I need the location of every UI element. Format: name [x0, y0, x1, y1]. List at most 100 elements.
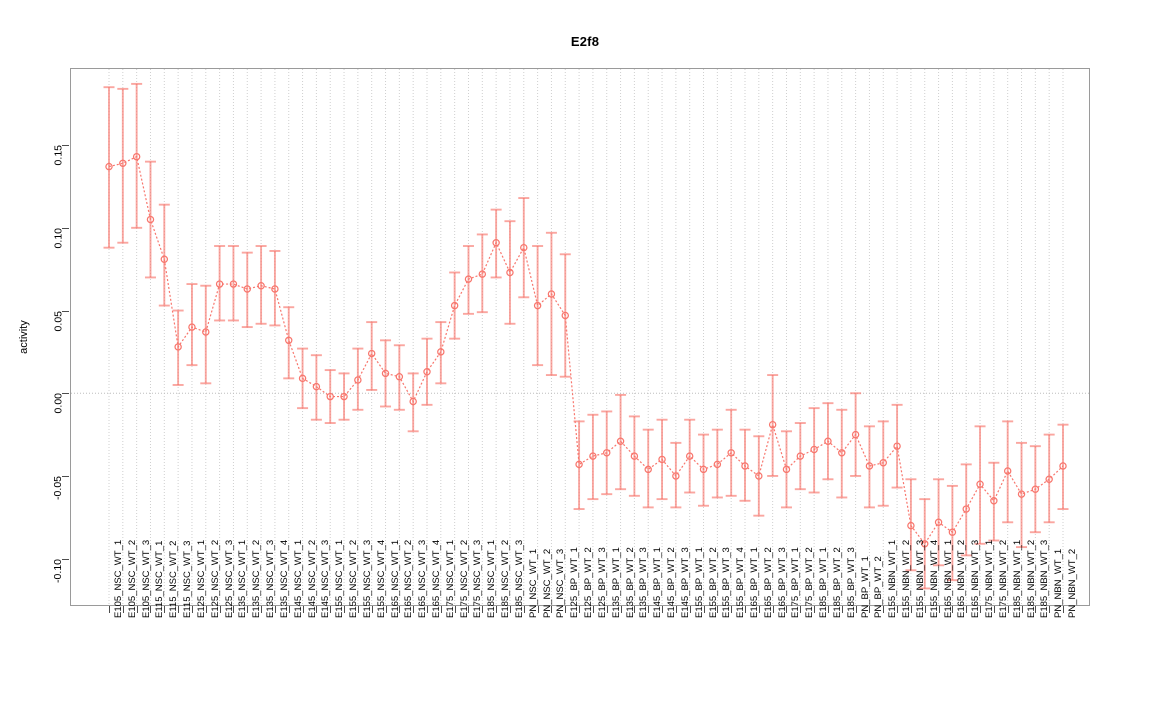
x-tick-mark: [496, 606, 498, 613]
page-title: E2f8: [570, 34, 600, 49]
plot-svg: [71, 69, 1089, 605]
x-tick-mark: [468, 606, 470, 613]
y-tick-mark: [62, 393, 69, 395]
x-tick-mark: [952, 606, 954, 613]
x-tick-mark: [565, 606, 567, 613]
x-tick-mark: [579, 606, 581, 613]
y-tick-label: 0.00: [52, 393, 64, 414]
data-point: [893, 442, 901, 450]
x-tick-mark: [205, 606, 207, 613]
x-tick-mark: [772, 606, 774, 613]
x-tick-mark: [1063, 606, 1064, 613]
x-tick-mark: [620, 606, 622, 613]
data-point: [658, 455, 666, 464]
data-point: [174, 343, 182, 351]
data-point: [824, 437, 832, 445]
data-point: [340, 392, 348, 401]
x-tick-mark: [537, 606, 539, 613]
x-tick-mark: [109, 606, 110, 613]
y-tick-mark: [62, 310, 69, 312]
data-point: [1003, 467, 1012, 475]
y-tick-mark: [62, 475, 69, 477]
x-tick-mark: [924, 606, 926, 613]
x-tick-mark: [274, 606, 276, 613]
data-point: [298, 374, 307, 383]
x-tick-mark: [413, 606, 415, 613]
x-tick-mark: [150, 606, 152, 613]
data-points: [105, 152, 1067, 548]
data-point: [796, 452, 805, 460]
x-tick-mark: [371, 606, 373, 613]
data-point: [644, 465, 652, 474]
x-tick-mark: [592, 606, 594, 613]
data-point: [326, 392, 334, 401]
x-tick-mark: [330, 606, 332, 613]
data-point: [1017, 490, 1026, 498]
x-tick-mark: [966, 606, 968, 613]
data-point: [533, 301, 542, 310]
x-tick-mark: [1007, 606, 1009, 613]
data-point: [1031, 485, 1040, 493]
x-tick-mark: [482, 606, 484, 613]
x-tick-mark: [800, 606, 802, 613]
data-point: [437, 348, 445, 356]
data-point: [575, 460, 583, 469]
x-tick-mark: [814, 606, 816, 613]
data-point: [229, 280, 238, 288]
data-point: [990, 497, 998, 505]
data-point: [561, 311, 569, 320]
x-tick-mark: [938, 606, 940, 613]
x-tick-mark: [247, 606, 249, 613]
data-point: [851, 430, 860, 439]
y-axis-label: activity: [18, 320, 30, 354]
plot-area: [70, 68, 1090, 606]
data-point: [879, 459, 887, 467]
data-point: [520, 243, 528, 252]
x-tick-mark: [178, 606, 180, 613]
vertical-gridlines: [108, 69, 1064, 605]
data-point: [105, 162, 113, 171]
x-tick-mark: [869, 606, 871, 613]
x-tick-mark: [191, 606, 193, 613]
data-point: [755, 472, 763, 480]
x-tick-mark: [427, 606, 428, 613]
data-point: [464, 275, 473, 283]
x-tick-mark: [136, 606, 138, 613]
data-point: [685, 452, 694, 460]
data-point: [423, 368, 431, 376]
data-point: [907, 521, 915, 530]
x-tick-mark: [689, 606, 691, 613]
data-point: [603, 449, 611, 457]
x-tick-mark: [662, 606, 664, 613]
data-point: [395, 372, 404, 381]
data-point: [1059, 462, 1067, 470]
data-point: [921, 540, 929, 548]
x-tick-mark: [786, 606, 788, 613]
x-tick-mark: [288, 606, 290, 613]
x-tick-mark: [509, 606, 511, 613]
data-point: [215, 280, 224, 288]
data-point: [450, 301, 459, 310]
x-tick-mark: [261, 606, 263, 613]
data-point: [367, 349, 376, 358]
x-tick-mark: [385, 606, 387, 613]
data-point: [271, 285, 279, 293]
data-point: [132, 152, 141, 161]
data-point: [492, 238, 500, 247]
x-tick-mark: [717, 606, 719, 613]
x-tick-mark: [855, 606, 857, 613]
data-point: [188, 323, 196, 331]
data-point: [962, 505, 970, 513]
x-tick-mark: [1035, 606, 1037, 613]
y-tick-mark: [62, 558, 69, 560]
data-point: [838, 449, 846, 457]
x-tick-mark: [399, 606, 401, 613]
data-point: [285, 336, 293, 345]
x-tick-mark: [233, 606, 235, 613]
x-tick-mark: [758, 606, 760, 613]
x-tick-mark: [316, 606, 318, 613]
series-line: [108, 155, 1064, 545]
data-point: [934, 518, 943, 527]
x-tick-mark: [122, 606, 124, 613]
